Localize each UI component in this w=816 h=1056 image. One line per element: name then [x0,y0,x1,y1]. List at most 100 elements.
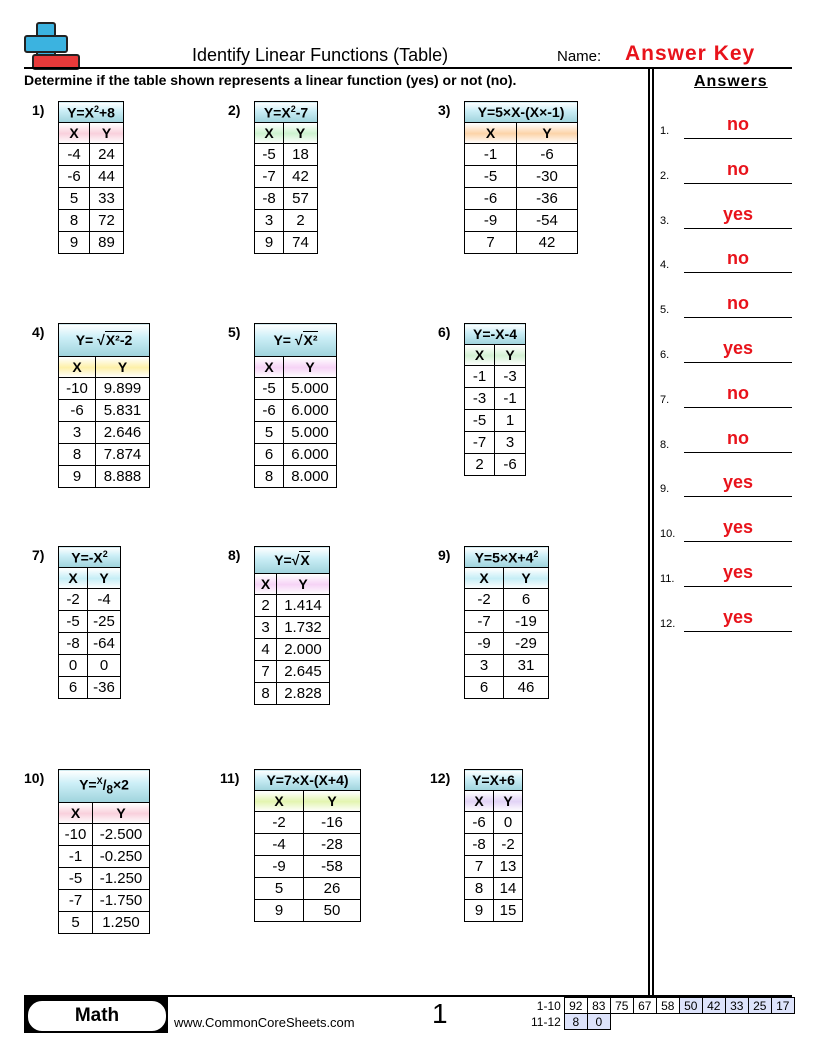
answer-line [684,451,792,453]
table-cell: -5 [254,377,284,400]
function-formula: Y= √X²-2 [58,323,150,357]
table-row: -5 1 [464,409,526,432]
answer-row: 10. yes [660,512,792,543]
table-cell: -1.750 [92,889,150,912]
answer-row: 12. yes [660,602,792,632]
problem-number: 3) [438,102,451,118]
function-formula: Y= √X² [254,323,337,357]
column-header: Y [276,573,330,595]
table-cell: -36 [516,187,578,210]
table-row: -7 -1.750 [58,889,150,912]
table-row: 7 13 [464,855,523,878]
function-table: Y=5×X+42 X Y -2 6 -7 -19 -9 -29 3 31 6 46 [464,546,549,699]
answer-line [684,630,792,632]
table-row: 5 26 [254,877,361,900]
table-cell: 7 [464,231,517,254]
table-cell: 6 [503,588,549,611]
answer-line [684,586,792,587]
column-header: Y [516,122,578,144]
table-row: 9 50 [254,899,361,922]
table-row: 9 89 [58,231,124,254]
formula-radicand: X² [302,331,318,348]
table-row: -9 -29 [464,632,549,655]
function-table: Y=7×X-(X+4) X Y -2 -16 -4 -28 -9 -58 5 26 9 50 [254,769,361,922]
table-cell: -10 [58,823,93,846]
table-cell: -2.500 [92,823,150,846]
table-cell: -1 [494,387,526,410]
table-row: 6 6.000 [254,443,337,466]
answer-line [684,317,792,319]
table-cell: -8 [58,632,88,655]
table-row: -9 -54 [464,209,578,232]
table-cell: 46 [503,676,549,699]
function-table: Y=X2+8 X Y -4 24 -6 44 5 33 8 72 9 89 [58,101,124,254]
answer-row: 4. no [660,243,792,274]
table-cell: 57 [283,187,318,210]
score-cell: 33 [724,997,749,1014]
table-cell: 6 [464,676,504,699]
table-row: -5 18 [254,143,318,166]
table-cell: 9 [58,231,90,254]
answer-column-divider [648,68,650,996]
answer-row: 7. no [660,378,792,408]
table-row: 8 2.828 [254,682,330,705]
table-row: 8 8.000 [254,465,337,488]
table-row: -2 -4 [58,588,121,611]
website: www.CommonCoreSheets.com [174,1015,355,1030]
table-cell: -6 [58,165,90,188]
answer-number: 5. [660,304,670,317]
table-cell: 8 [254,465,284,488]
answer-number: 9. [660,483,670,496]
table-cell: 74 [283,231,318,254]
table-cell: 2 [464,453,495,476]
answer-number: 11. [660,573,675,585]
table-cell: 4 [254,638,277,661]
answer-row: 3. yes [660,199,792,229]
table-cell: 89 [89,231,124,254]
function-table: Y= √X²-2 X Y -10 9.899 -6 5.831 3 2.646 8 7.874 9 8.… [58,323,150,488]
table-cell: 2.828 [276,682,330,705]
table-cell: 33 [89,187,124,210]
formula-radicand: X²-2 [104,331,133,348]
column-header: Y [493,790,523,812]
table-cell: -9 [464,209,517,232]
formula-text: / [102,776,107,793]
table-cell: 18 [283,143,318,166]
table-cell: 3 [254,616,277,639]
column-header: Y [87,567,121,589]
table-cell: -3 [494,365,526,388]
answer-value: yes [722,606,754,627]
table-cell: -6 [516,143,578,166]
function-formula: Y=5×X-(X×-1) [464,101,578,123]
score-cell: 75 [609,997,634,1014]
table-cell: 13 [493,855,523,878]
table-cell: -4 [87,588,121,611]
table-row: 2 1.414 [254,594,330,617]
column-header: X [254,790,304,812]
table-cell: -5 [464,165,517,188]
table-cell: 2 [254,594,277,617]
table-cell: -0.250 [92,845,150,868]
table-cell: 6 [254,443,284,466]
table-row: -3 -1 [464,387,526,410]
formula-text: Y=5×X+4 [474,549,534,566]
table-cell: 9 [254,899,304,922]
answers-heading: Answers [694,73,768,90]
table-row: -6 44 [58,165,124,188]
table-cell: -1.250 [92,867,150,890]
problem-number: 9) [438,547,451,563]
table-cell: 5 [58,911,93,934]
answer-number: 8. [660,438,670,451]
problem-number: 7) [32,547,45,563]
formula-text: Y=X+6 [472,772,515,788]
formula-text: Y= √ [75,332,105,348]
table-cell: -5 [58,867,93,890]
table-cell: 3 [494,431,526,454]
logo-minus-icon [32,54,80,70]
score-cell: 92 [563,997,588,1014]
table-row: -4 -28 [254,833,361,856]
table-cell: 50 [303,899,361,922]
table-row: 6 46 [464,676,549,699]
problem-number: 5) [228,324,241,340]
table-cell: -5 [464,409,495,432]
